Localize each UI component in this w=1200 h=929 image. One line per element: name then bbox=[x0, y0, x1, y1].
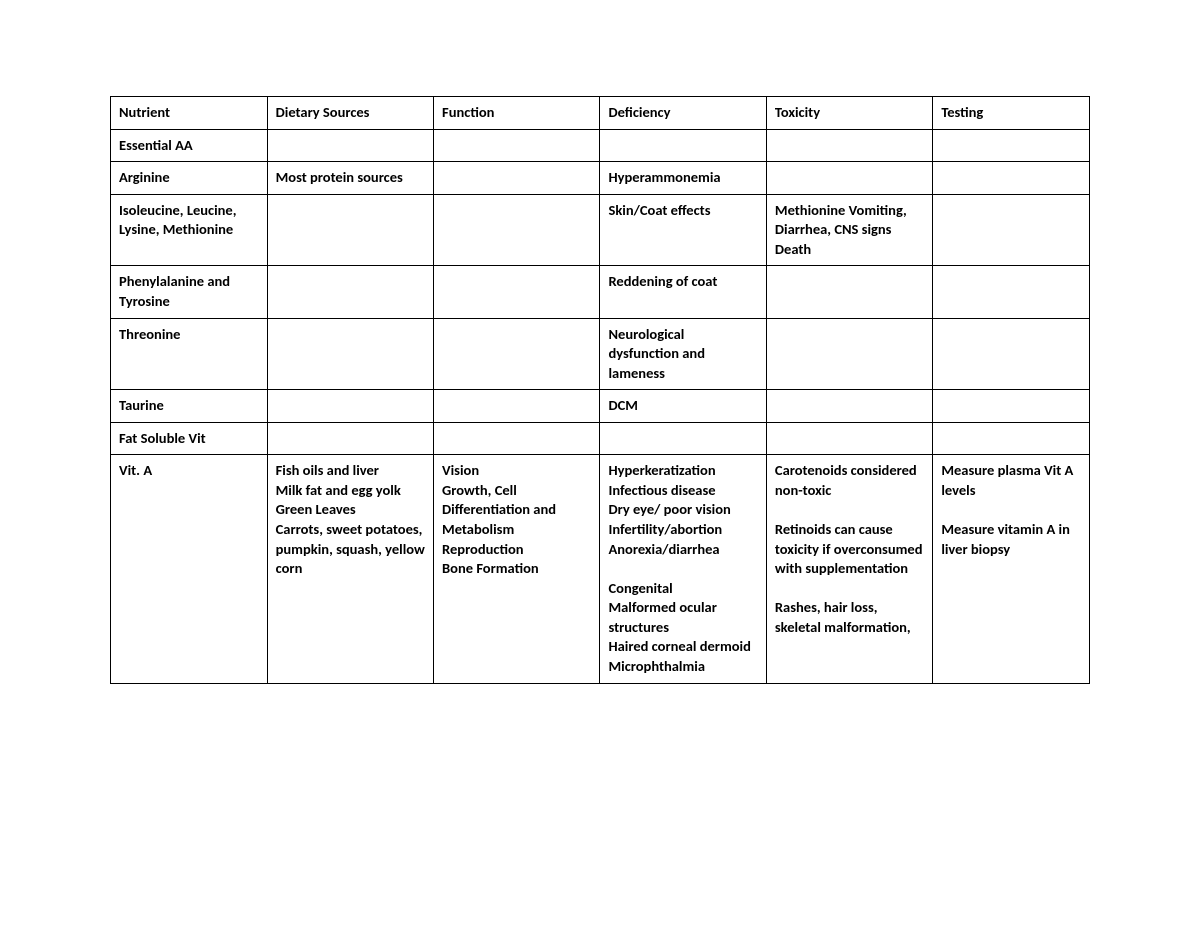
cell-testing bbox=[933, 422, 1090, 455]
table-row: Vit. AFish oils and liver Milk fat and e… bbox=[111, 455, 1090, 683]
cell-dietary bbox=[267, 390, 433, 423]
cell-nutrient: Essential AA bbox=[111, 129, 268, 162]
table-row: Essential AA bbox=[111, 129, 1090, 162]
table-row: ArginineMost protein sources Hyperammonem… bbox=[111, 162, 1090, 195]
table-row: Phenylalanine and Tyrosine Reddening of c… bbox=[111, 266, 1090, 318]
document-page: Nutrient Dietary Sources Function Defici… bbox=[0, 0, 1200, 684]
cell-deficiency bbox=[600, 422, 766, 455]
cell-toxicity: Methionine Vomiting, Diarrhea, CNS signs… bbox=[766, 194, 932, 266]
cell-nutrient: Arginine bbox=[111, 162, 268, 195]
cell-nutrient: Taurine bbox=[111, 390, 268, 423]
table-row: Isoleucine, Leucine, Lysine, Methionine S… bbox=[111, 194, 1090, 266]
cell-nutrient: Threonine bbox=[111, 318, 268, 390]
cell-testing bbox=[933, 194, 1090, 266]
cell-dietary bbox=[267, 318, 433, 390]
cell-dietary bbox=[267, 422, 433, 455]
cell-testing bbox=[933, 129, 1090, 162]
cell-toxicity bbox=[766, 129, 932, 162]
cell-toxicity bbox=[766, 318, 932, 390]
cell-testing: Measure plasma Vit A levels Measure vita… bbox=[933, 455, 1090, 683]
cell-function bbox=[434, 129, 600, 162]
cell-nutrient: Fat Soluble Vit bbox=[111, 422, 268, 455]
cell-nutrient: Phenylalanine and Tyrosine bbox=[111, 266, 268, 318]
cell-deficiency: Neurological dysfunction and lameness bbox=[600, 318, 766, 390]
cell-toxicity: Carotenoids considered non-toxic Retinoi… bbox=[766, 455, 932, 683]
col-header-nutrient: Nutrient bbox=[111, 97, 268, 130]
cell-dietary: Most protein sources bbox=[267, 162, 433, 195]
col-header-testing: Testing bbox=[933, 97, 1090, 130]
col-header-deficiency: Deficiency bbox=[600, 97, 766, 130]
cell-dietary bbox=[267, 266, 433, 318]
cell-testing bbox=[933, 162, 1090, 195]
col-header-dietary: Dietary Sources bbox=[267, 97, 433, 130]
table-row: Threonine Neurological dysfunction and la… bbox=[111, 318, 1090, 390]
col-header-toxicity: Toxicity bbox=[766, 97, 932, 130]
cell-function bbox=[434, 194, 600, 266]
cell-function: Vision Growth, Cell Differentiation and … bbox=[434, 455, 600, 683]
table-body: Essential AAArginineMost protein sources… bbox=[111, 129, 1090, 683]
table-header-row: Nutrient Dietary Sources Function Defici… bbox=[111, 97, 1090, 130]
nutrient-table: Nutrient Dietary Sources Function Defici… bbox=[110, 96, 1090, 684]
cell-deficiency: Hyperkeratization Infectious disease Dry… bbox=[600, 455, 766, 683]
cell-toxicity bbox=[766, 390, 932, 423]
col-header-function: Function bbox=[434, 97, 600, 130]
cell-deficiency: Hyperammonemia bbox=[600, 162, 766, 195]
cell-toxicity bbox=[766, 266, 932, 318]
cell-deficiency: Skin/Coat effects bbox=[600, 194, 766, 266]
cell-deficiency: Reddening of coat bbox=[600, 266, 766, 318]
cell-function bbox=[434, 390, 600, 423]
cell-deficiency bbox=[600, 129, 766, 162]
cell-function bbox=[434, 266, 600, 318]
cell-dietary bbox=[267, 194, 433, 266]
table-row: Fat Soluble Vit bbox=[111, 422, 1090, 455]
table-header: Nutrient Dietary Sources Function Defici… bbox=[111, 97, 1090, 130]
cell-toxicity bbox=[766, 162, 932, 195]
cell-nutrient: Vit. A bbox=[111, 455, 268, 683]
cell-nutrient: Isoleucine, Leucine, Lysine, Methionine bbox=[111, 194, 268, 266]
cell-dietary bbox=[267, 129, 433, 162]
cell-testing bbox=[933, 390, 1090, 423]
cell-function bbox=[434, 162, 600, 195]
cell-dietary: Fish oils and liver Milk fat and egg yol… bbox=[267, 455, 433, 683]
cell-function bbox=[434, 318, 600, 390]
cell-testing bbox=[933, 318, 1090, 390]
cell-toxicity bbox=[766, 422, 932, 455]
cell-function bbox=[434, 422, 600, 455]
cell-testing bbox=[933, 266, 1090, 318]
cell-deficiency: DCM bbox=[600, 390, 766, 423]
table-row: Taurine DCM bbox=[111, 390, 1090, 423]
